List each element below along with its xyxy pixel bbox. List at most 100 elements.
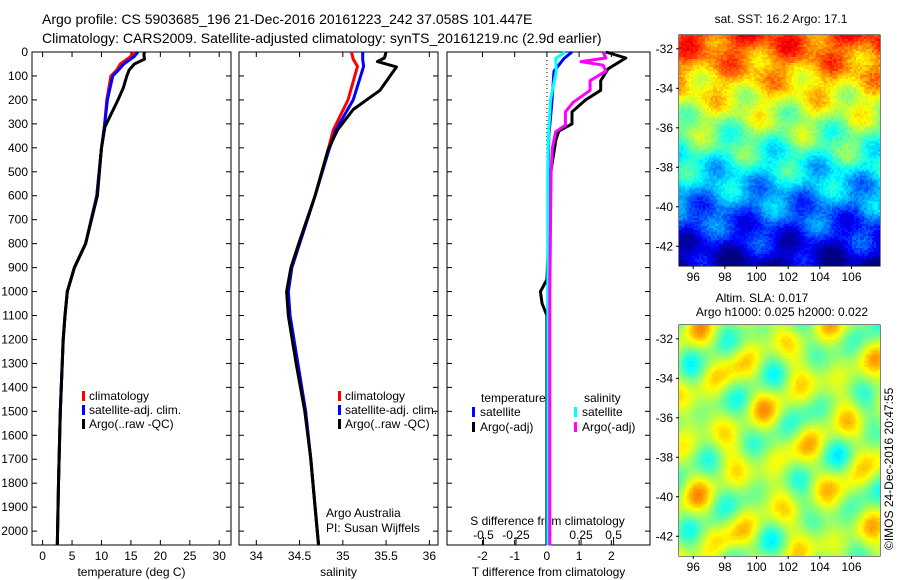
x-tick-label: 2 [608,549,615,563]
series-line-climatology [286,51,359,546]
legend-label: satellite-adj. clim. [89,403,181,417]
y-tick-label: 400 [8,141,28,155]
x-tick-label: 5 [69,549,76,563]
x2-tick-label: 0.25 [569,528,593,542]
legend-swatch [82,391,85,401]
legend-swatch [338,391,341,401]
legend-label: Argo(..raw -QC) [89,417,174,431]
series-line-climatology [55,51,136,546]
x-tick-label: 36 [423,549,437,563]
lon-tick-label: 102 [778,270,798,284]
y-tick-label: 2000 [1,524,28,538]
y-tick-label: 1100 [2,309,28,323]
legend-swatch [82,405,85,415]
x-tick-label: 0 [544,549,551,563]
legend-swatch [338,419,341,429]
x-tick-label: 35 [336,549,350,563]
x-tick-label: 34.5 [288,549,312,563]
legend-header-temperature: temperature [481,391,546,405]
series-line-s-satellite [546,50,567,546]
lat-tick-label: -38 [656,450,674,464]
legend-label: Argo(-adj) [582,420,635,434]
x-axis-label: temperature (deg C) [77,565,185,579]
y-tick-label: 100 [8,69,28,83]
legend-label: Argo(..raw -QC) [345,417,430,431]
lat-tick-label: -32 [656,332,674,346]
lat-tick-label: -40 [656,490,674,504]
lon-tick-label: 104 [810,270,830,284]
sst-map [679,35,880,266]
y-tick-label: 700 [8,213,28,227]
series-line-t-argo-adj- [538,50,628,546]
copyright-label: ©IMOS 24-Dec-2016 20:47:55 [882,387,896,550]
legend-swatch [472,407,475,417]
lon-tick-label: 96 [687,270,701,284]
x-tick-label: 10 [95,549,109,563]
y-tick-label: 500 [8,165,28,179]
lon-tick-label: 98 [718,560,732,574]
legend-swatch [338,405,341,415]
x-tick-label: 35.5 [374,549,398,563]
y-tick-label: 1000 [1,285,28,299]
sla-map-title: Altim. SLA: 0.017 [716,291,809,305]
lon-tick-label: 100 [747,270,767,284]
x-tick-label: 34 [250,549,264,563]
lon-tick-label: 100 [747,560,767,574]
title-line-1: Argo profile: CS 5903685_196 21-Dec-2016… [42,11,532,27]
lat-tick-label: -34 [656,371,674,385]
salinity-frame [238,51,439,546]
series-line-satellite-adj-clim- [286,52,366,546]
lat-tick-label: -34 [656,81,674,95]
pi-label: PI: Susan Wijffels [326,521,420,535]
legend-label: climatology [89,389,149,403]
legend-header-salinity: salinity [584,391,621,405]
lat-tick-label: -40 [656,200,674,214]
legend-label: satellite [582,405,623,419]
legend-swatch [574,422,577,432]
y-tick-label: 600 [8,189,28,203]
lat-tick-label: -42 [656,239,674,253]
legend-swatch [82,419,85,429]
lon-tick-label: 96 [687,560,701,574]
y-tick-label: 900 [8,261,28,275]
y-tick-label: 800 [8,237,28,251]
legend-label: Argo(-adj) [480,420,533,434]
lon-tick-label: 102 [778,560,798,574]
x-tick-label: 20 [154,549,168,563]
lon-tick-label: 98 [718,270,732,284]
y-tick-label: 1700 [1,452,28,466]
series-line-satellite-adj-clim- [55,51,140,546]
series-line-s-argo-adj- [548,51,608,546]
x-tick-label: -2 [477,549,488,563]
credit-label: Argo Australia [326,506,401,520]
x2-tick-label: -0.5 [473,528,494,542]
y-tick-label: 1400 [1,380,28,394]
x-tick-label: 1 [576,549,583,563]
series-line-argo-raw-qc- [55,51,146,546]
x-tick-label: 25 [183,549,197,563]
lon-tick-label: 104 [810,560,830,574]
y-tick-label: 1500 [1,404,28,418]
x2-tick-label: -0.25 [502,528,530,542]
sst-map-title: sat. SST: 16.2 Argo: 17.1 [715,12,848,26]
x-tick-label: 15 [124,549,138,563]
legend-label: satellite [480,405,521,419]
x-tick-label: 0 [39,549,46,563]
y-tick-label: 300 [8,117,28,131]
x-tick-label: -1 [509,549,520,563]
lat-tick-label: -32 [656,42,674,56]
title-line-2: Climatology: CARS2009. Satellite-adjuste… [42,30,602,46]
legend-label: satellite-adj. clim. [345,403,437,417]
y-tick-label: 0 [21,45,28,59]
y-tick-label: 1800 [1,476,28,490]
lon-tick-label: 106 [841,560,861,574]
y-tick-label: 1200 [1,332,28,346]
sla-map-subtitle: Argo h1000: 0.025 h2000: 0.022 [696,305,868,319]
sla-map [679,325,880,556]
y-tick-label: 200 [8,93,28,107]
lat-tick-label: -38 [656,160,674,174]
y-tick-label: 1900 [1,500,28,514]
x-axis-label: salinity [320,565,357,579]
y-tick-label: 1600 [1,428,28,442]
lat-tick-label: -36 [656,411,674,425]
